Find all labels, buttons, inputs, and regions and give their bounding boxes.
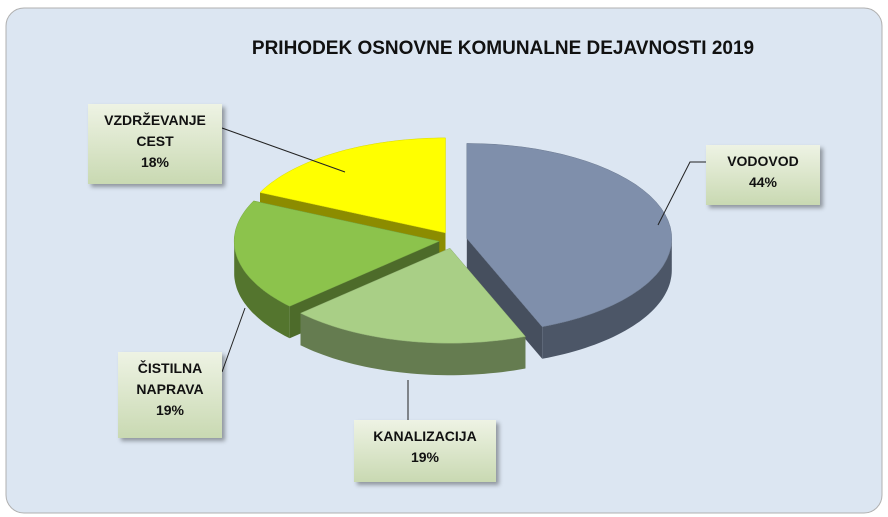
label-category: ČISTILNA NAPRAVA bbox=[136, 360, 204, 397]
data-label: VZDRŽEVANJE CEST 18% bbox=[88, 104, 222, 184]
leader-line bbox=[221, 307, 246, 373]
slice-side bbox=[542, 238, 672, 359]
data-label: ČISTILNA NAPRAVA 19% bbox=[118, 352, 222, 438]
label-value: 19% bbox=[410, 449, 440, 465]
label-value: 44% bbox=[748, 174, 778, 190]
label-category: KANALIZACIJA bbox=[373, 428, 477, 444]
pie bbox=[233, 137, 672, 376]
slice-side bbox=[466, 238, 543, 359]
label-category: VZDRŽEVANJE CEST bbox=[104, 112, 206, 149]
data-label: VODOVOD 44% bbox=[706, 145, 820, 205]
pie-slice bbox=[259, 137, 446, 234]
label-value: 19% bbox=[155, 402, 185, 418]
pie-slice bbox=[466, 143, 672, 328]
chart-title: PRIHODEK OSNOVNE KOMUNALNE DEJAVNOSTI 20… bbox=[251, 38, 755, 59]
leader-line bbox=[657, 161, 706, 226]
pie-slice bbox=[299, 247, 526, 344]
data-label: KANALIZACIJA 19% bbox=[354, 420, 496, 482]
label-category: VODOVOD bbox=[727, 153, 799, 169]
leader-line bbox=[221, 127, 346, 173]
pie-slice bbox=[233, 200, 441, 307]
slice-side bbox=[300, 313, 526, 376]
slice-side bbox=[234, 241, 290, 339]
label-value: 18% bbox=[140, 154, 170, 170]
